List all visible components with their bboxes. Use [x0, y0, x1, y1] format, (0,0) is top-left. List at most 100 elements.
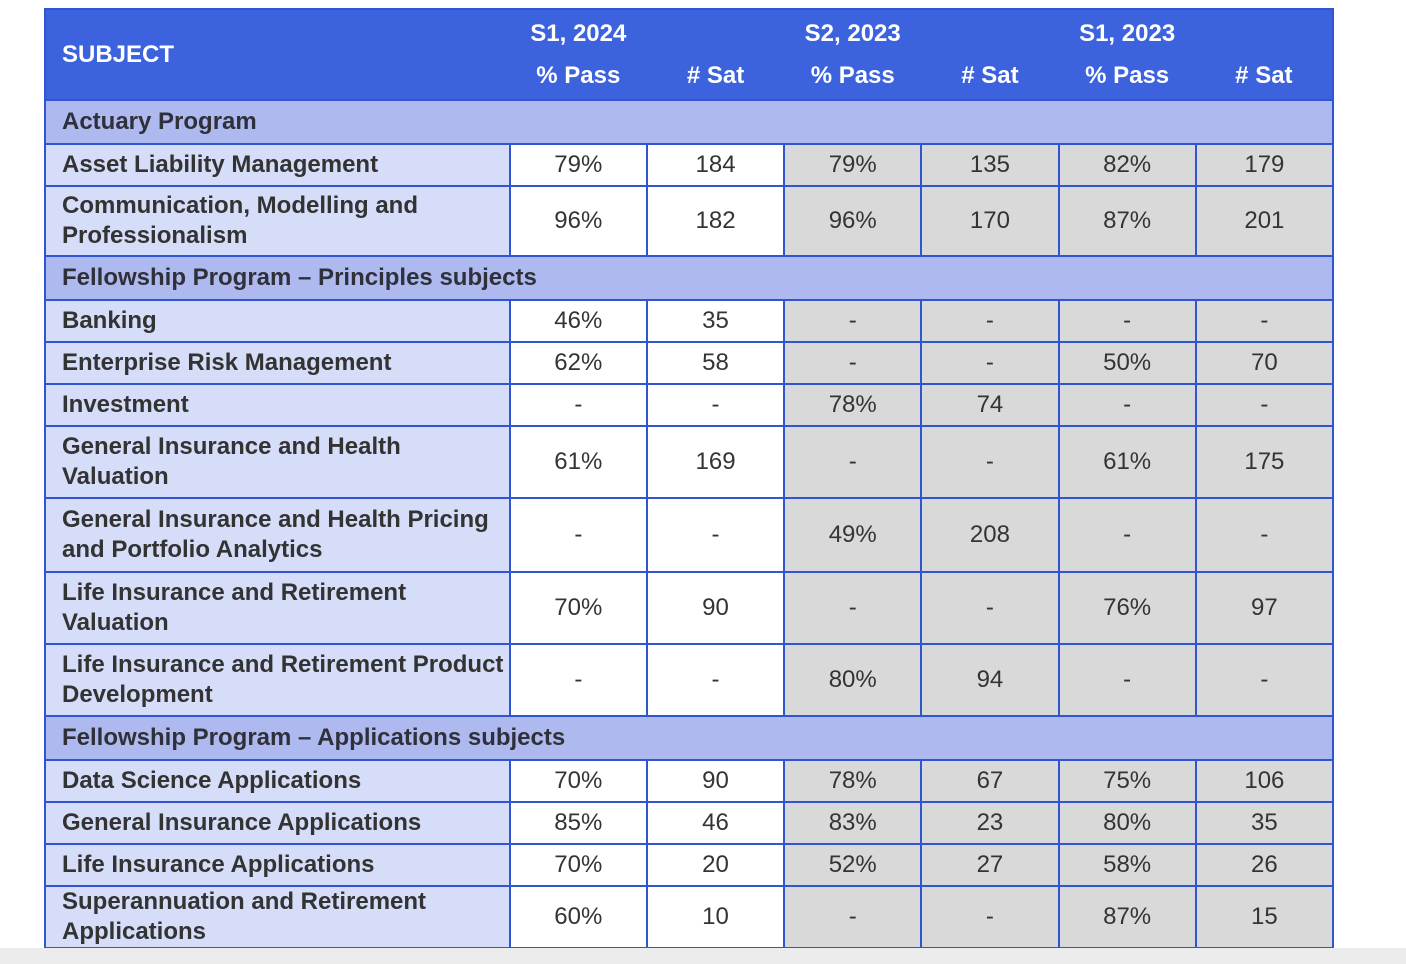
value-cell: 46%: [508, 299, 648, 343]
value-cell: 74: [920, 383, 1060, 427]
value-cell: 70%: [508, 843, 648, 887]
section-title: Actuary Program: [44, 99, 1334, 145]
value-cell: 94: [920, 643, 1060, 717]
value-cell: 87%: [1057, 885, 1197, 949]
subject-cell: Life Insurance and Retirement Product De…: [44, 643, 511, 717]
value-cell: -: [783, 299, 923, 343]
subject-cell: Enterprise Risk Management: [44, 341, 511, 385]
value-cell: -: [783, 341, 923, 385]
table-row: Life Insurance and Retirement Valuation …: [44, 571, 1335, 645]
subject-cell: Investment: [44, 383, 511, 427]
value-cell: 70%: [508, 759, 648, 803]
section-title: Fellowship Program – Applications subjec…: [44, 715, 1334, 761]
subject-cell: Communication, Modelling and Professiona…: [44, 185, 511, 257]
value-cell: 78%: [783, 759, 923, 803]
subject-cell: Superannuation and Retirement Applicatio…: [44, 885, 511, 949]
section-row-applications: Fellowship Program – Applications subjec…: [44, 715, 1334, 761]
value-cell: -: [920, 885, 1060, 949]
value-cell: 60%: [508, 885, 648, 949]
value-cell: -: [1194, 299, 1335, 343]
value-cell: 79%: [508, 143, 648, 187]
value-cell: 10: [645, 885, 786, 949]
value-cell: 46: [645, 801, 786, 845]
value-cell: 135: [920, 143, 1060, 187]
value-cell: 169: [645, 425, 786, 499]
value-cell: -: [920, 299, 1060, 343]
subject-cell: General Insurance and Health Valuation: [44, 425, 511, 499]
value-cell: 35: [1194, 801, 1335, 845]
season-label-spacer: [1196, 13, 1332, 55]
section-row-principles: Fellowship Program – Principles subjects: [44, 255, 1334, 301]
value-cell: -: [1057, 383, 1197, 427]
table-row: Enterprise Risk Management 62% 58 - - 50…: [44, 341, 1335, 385]
value-cell: 208: [920, 497, 1060, 573]
value-cell: 79%: [783, 143, 923, 187]
value-cell: 170: [920, 185, 1060, 257]
value-cell: 80%: [1057, 801, 1197, 845]
value-cell: 70%: [508, 571, 648, 645]
table-row: Superannuation and Retirement Applicatio…: [44, 885, 1335, 949]
table-row: Life Insurance Applications 70% 20 52% 2…: [44, 843, 1335, 887]
value-cell: 61%: [508, 425, 648, 499]
subject-cell: Data Science Applications: [44, 759, 511, 803]
subject-cell: Life Insurance Applications: [44, 843, 511, 887]
sat-header-label: # Sat: [961, 61, 1019, 89]
value-cell: 90: [645, 571, 786, 645]
value-cell: 179: [1194, 143, 1335, 187]
season-label-s1-2023: S1, 2023: [1079, 19, 1176, 47]
table-row: Data Science Applications 70% 90 78% 67 …: [44, 759, 1335, 803]
value-cell: 58%: [1057, 843, 1197, 887]
value-cell: 20: [645, 843, 786, 887]
value-cell: 58: [645, 341, 786, 385]
value-cell: 62%: [508, 341, 648, 385]
value-cell: 52%: [783, 843, 923, 887]
sat-header-label: # Sat: [686, 61, 745, 89]
value-cell: 85%: [508, 801, 648, 845]
table-row: General Insurance Applications 85% 46 83…: [44, 801, 1335, 845]
value-cell: 70: [1194, 341, 1335, 385]
value-cell: 83%: [783, 801, 923, 845]
column-header-s1-2024-pass: S1, 2024 % Pass: [509, 9, 647, 100]
column-header-subject: SUBJECT: [45, 9, 510, 100]
value-cell: 96%: [783, 185, 923, 257]
value-cell: -: [1057, 643, 1197, 717]
table-row: General Insurance and Health Pricing and…: [44, 497, 1335, 573]
value-cell: 50%: [1057, 341, 1197, 385]
value-cell: 75%: [1057, 759, 1197, 803]
subject-cell: Life Insurance and Retirement Valuation: [44, 571, 511, 645]
column-header-s1-2024-sat: # Sat: [646, 9, 785, 100]
value-cell: -: [508, 497, 648, 573]
value-cell: -: [783, 425, 923, 499]
value-cell: 96%: [508, 185, 648, 257]
value-cell: -: [645, 497, 786, 573]
column-header-s2-2023-sat: # Sat: [921, 9, 1059, 100]
value-cell: 201: [1194, 185, 1335, 257]
table-row: General Insurance and Health Valuation 6…: [44, 425, 1335, 499]
value-cell: -: [508, 643, 648, 717]
value-cell: 80%: [783, 643, 923, 717]
section-row-actuary-program: Actuary Program: [44, 99, 1334, 145]
value-cell: 182: [645, 185, 786, 257]
season-label-s2-2023: S2, 2023: [804, 19, 901, 47]
column-header-s1-2023-sat: # Sat: [1195, 9, 1333, 100]
value-cell: 184: [645, 143, 786, 187]
value-cell: -: [920, 425, 1060, 499]
value-cell: 87%: [1057, 185, 1197, 257]
table-row: Banking 46% 35 - - - -: [44, 299, 1335, 343]
subject-cell: Banking: [44, 299, 511, 343]
value-cell: -: [645, 643, 786, 717]
subject-cell: General Insurance Applications: [44, 801, 511, 845]
value-cell: -: [920, 571, 1060, 645]
table-row: Asset Liability Management 79% 184 79% 1…: [44, 143, 1335, 187]
value-cell: -: [1057, 299, 1197, 343]
value-cell: 175: [1194, 425, 1335, 499]
pass-header-label: % Pass: [536, 61, 621, 89]
value-cell: -: [1194, 497, 1335, 573]
sat-header-label: # Sat: [1235, 61, 1293, 89]
subject-cell: General Insurance and Health Pricing and…: [44, 497, 511, 573]
value-cell: 49%: [783, 497, 923, 573]
value-cell: 97: [1194, 571, 1335, 645]
pass-header-label: % Pass: [1085, 61, 1170, 89]
value-cell: -: [1194, 383, 1335, 427]
value-cell: -: [645, 383, 786, 427]
